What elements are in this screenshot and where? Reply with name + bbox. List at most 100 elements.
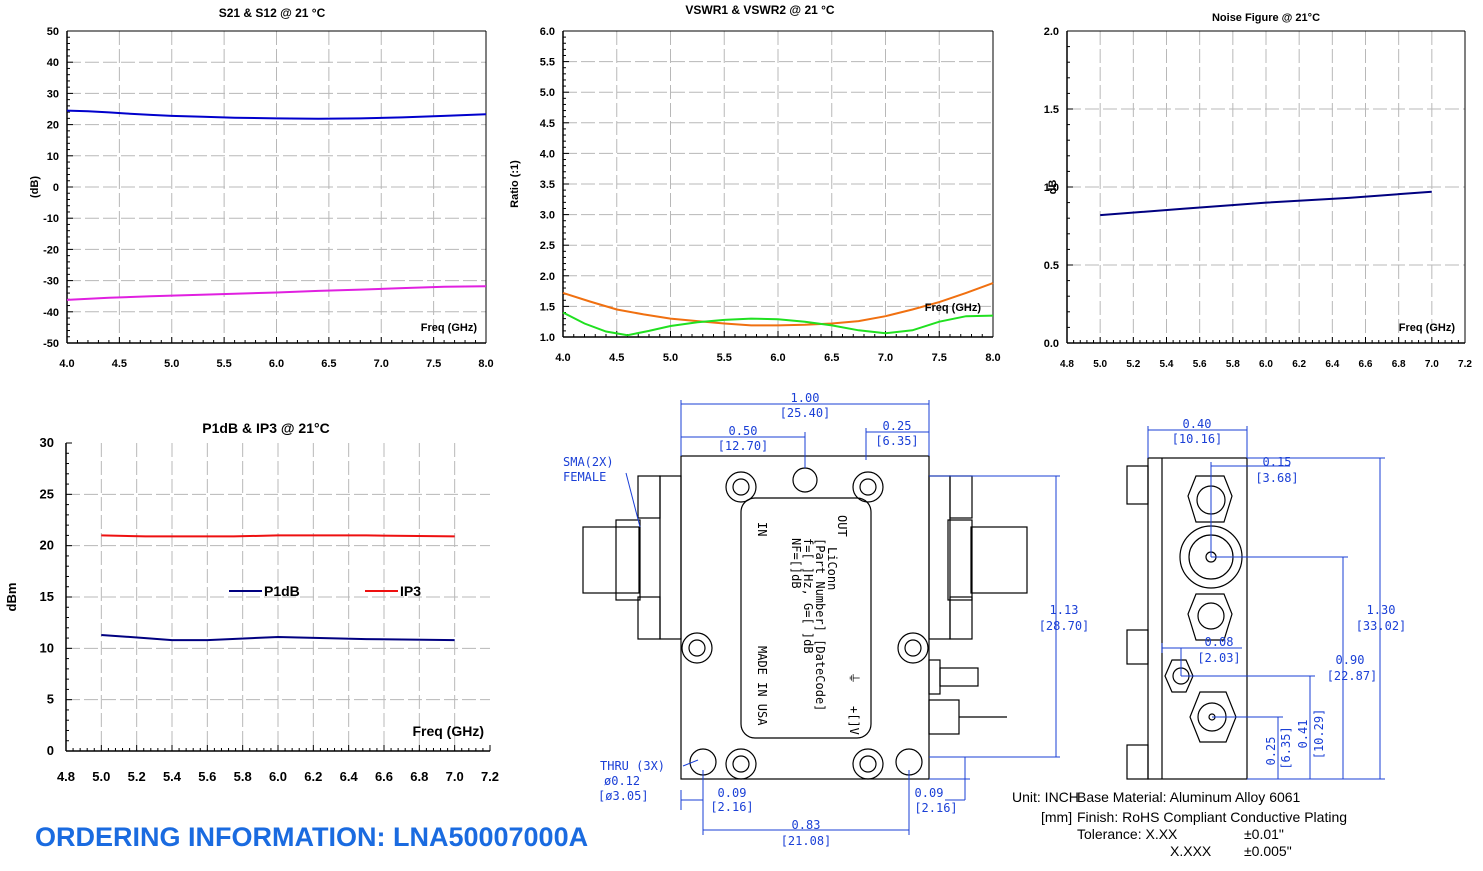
- y-tick-label: 30: [47, 88, 59, 100]
- p1db-ip3-chart: 4.8 5.0 5.2 5.4 5.6 5.8 6.0 6.2 6.4 6.6 6.8 7.0 7.2 3…: [40, 435, 500, 784]
- front-view-dim-text: 1.00 [25.40] 0.50 [12.70] 0.25 [6.35] 1.…: [563, 391, 1089, 848]
- dim-half-in: 0.50: [729, 424, 758, 438]
- nf-ylabel: dB: [1047, 180, 1059, 195]
- series-line-s21-0: [66, 109, 487, 120]
- dim-holes-in: 0.83: [792, 818, 821, 832]
- dim-008-in: 0.08: [1205, 635, 1234, 649]
- tolerance-label: Tolerance: X.XX: [1077, 826, 1178, 842]
- unit-mm: [mm]: [1041, 809, 1073, 825]
- feedthrough-hex: [1164, 659, 1194, 693]
- label-made: MADE IN USA: [755, 646, 769, 726]
- series-line-vswr-1: [562, 311, 994, 337]
- dim-130-mm: [33.02]: [1356, 619, 1407, 633]
- s21-ylabel: (dB): [29, 176, 41, 198]
- dim-hole-left-mm: [2.16]: [710, 800, 753, 814]
- x-tick-label: 5.5: [216, 358, 231, 370]
- vswr-chart-title: VSWR1 & VSWR2 @ 21 °C: [685, 3, 835, 17]
- y-tick-label: 25: [40, 486, 54, 501]
- s21-xlabel: Freq (GHz): [421, 322, 478, 334]
- x-tick-label: 6.2: [304, 769, 322, 784]
- vswr-ylabel: Ratio (:1): [509, 160, 521, 208]
- x-tick-label: 5.0: [92, 769, 110, 784]
- x-tick-label: 4.0: [59, 358, 74, 370]
- x-tick-label: 8.0: [478, 358, 493, 370]
- x-tick-label: 6.5: [824, 352, 839, 364]
- x-tick-label: 4.8: [57, 769, 75, 784]
- dc-feed-1: [928, 659, 941, 695]
- thru-hole: [792, 467, 818, 493]
- y-tick-label: 1.5: [540, 301, 555, 313]
- dim-025-mm: [6.35]: [1279, 726, 1293, 769]
- dim-015-in: 0.15: [1263, 455, 1292, 469]
- y-tick-label: 10: [47, 151, 59, 163]
- y-tick-label: 4.5: [540, 118, 555, 130]
- y-tick-label: 10: [40, 640, 54, 655]
- x-tick-label: 7.0: [1425, 359, 1439, 370]
- s21-chart-title: S21 & S12 @ 21 °C: [219, 6, 326, 20]
- y-tick-label: 3.0: [540, 210, 555, 222]
- finish: Finish: RoHS Compliant Conductive Platin…: [1077, 809, 1348, 825]
- dim-090-in: 0.90: [1336, 653, 1365, 667]
- x-tick-label: 6.8: [1392, 359, 1406, 370]
- y-tick-label: 50: [47, 26, 59, 38]
- series-line-p1db-1: [101, 534, 455, 538]
- x-tick-label: 5.2: [128, 769, 146, 784]
- nf-xlabel: Freq (GHz): [1399, 322, 1456, 334]
- series-line-s21-1: [66, 285, 487, 301]
- dim-041-mm: [10.29]: [1312, 709, 1326, 760]
- dim-width-mm: [25.40]: [780, 406, 831, 420]
- x-tick-label: 5.0: [1093, 359, 1107, 370]
- y-tick-label: 5.5: [540, 57, 555, 69]
- vswr-chart: 4.0 4.5 5.0 5.5 6.0 6.5 7.0 7.5 8.0 6.0 5.5 5.0 4.5 4…: [540, 26, 1001, 364]
- y-tick-label: 0: [53, 182, 59, 194]
- x-tick-label: 5.0: [663, 352, 678, 364]
- y-tick-label: 6.0: [540, 26, 555, 38]
- label-in: IN: [755, 522, 769, 536]
- dim-015-mm: [3.68]: [1255, 471, 1298, 485]
- screw-hole: [725, 748, 757, 780]
- x-tick-label: 7.2: [481, 769, 499, 784]
- left-sma-hex: [615, 519, 641, 601]
- dim-090-mm: [22.87]: [1327, 669, 1378, 683]
- y-tick-label: 2.0: [540, 271, 555, 283]
- x-tick-label: 4.8: [1060, 359, 1074, 370]
- right-sma-hex: [947, 519, 973, 601]
- series-line-p1db-0: [101, 634, 455, 642]
- x-tick-label: 5.5: [717, 352, 732, 364]
- nf-chart-title: Noise Figure @ 21°C: [1212, 12, 1320, 24]
- x-tick-label: 7.0: [374, 358, 389, 370]
- x-tick-label: 6.4: [1325, 359, 1339, 370]
- y-tick-label: -50: [43, 338, 59, 350]
- p1db-xlabel: Freq (GHz): [412, 723, 484, 739]
- x-tick-label: 6.6: [375, 769, 393, 784]
- legend-ip3-label: IP3: [400, 583, 421, 599]
- y-tick-label: 0: [47, 743, 54, 758]
- dim-holes-mm: [21.08]: [781, 834, 832, 848]
- dim-130-in: 1.30: [1367, 603, 1396, 617]
- x-tick-label: 7.2: [1458, 359, 1472, 370]
- dim-width-in: 1.00: [791, 391, 820, 405]
- x-tick-label: 5.8: [1226, 359, 1240, 370]
- label-out: OUT: [835, 515, 849, 537]
- screw-hole: [897, 632, 929, 664]
- sma-label: SMA(2X): [563, 455, 614, 469]
- side-view-dim-text: 0.40 [10.16] 0.15 [3.68] 0.08 [2.03] 1.3…: [1172, 417, 1407, 770]
- x-tick-label: 6.2: [1292, 359, 1306, 370]
- x-tick-label: 4.5: [609, 352, 624, 364]
- thru-label: THRU (3X): [600, 759, 665, 773]
- unit-inch: Unit: INCH: [1012, 789, 1079, 805]
- left-flange-top: [637, 475, 661, 519]
- screw-hole: [852, 748, 884, 780]
- series-line-nf-0: [1100, 190, 1432, 217]
- label-vsupply: +[]V: [847, 706, 861, 735]
- x-tick-label: 6.8: [410, 769, 428, 784]
- thru-dia-mm: [ø3.05]: [598, 789, 649, 803]
- x-tick-label: 6.0: [770, 352, 785, 364]
- front-view-labels: IN OUT LiConn [Part Number] [DateCode] f…: [755, 515, 861, 735]
- x-tick-label: 5.2: [1126, 359, 1140, 370]
- y-tick-label: 4.0: [540, 148, 555, 160]
- left-flange-bottom: [637, 596, 661, 640]
- series-line-vswr-0: [562, 282, 994, 327]
- screw-hole: [681, 632, 713, 664]
- p1db-chart-title: P1dB & IP3 @ 21°C: [202, 420, 329, 436]
